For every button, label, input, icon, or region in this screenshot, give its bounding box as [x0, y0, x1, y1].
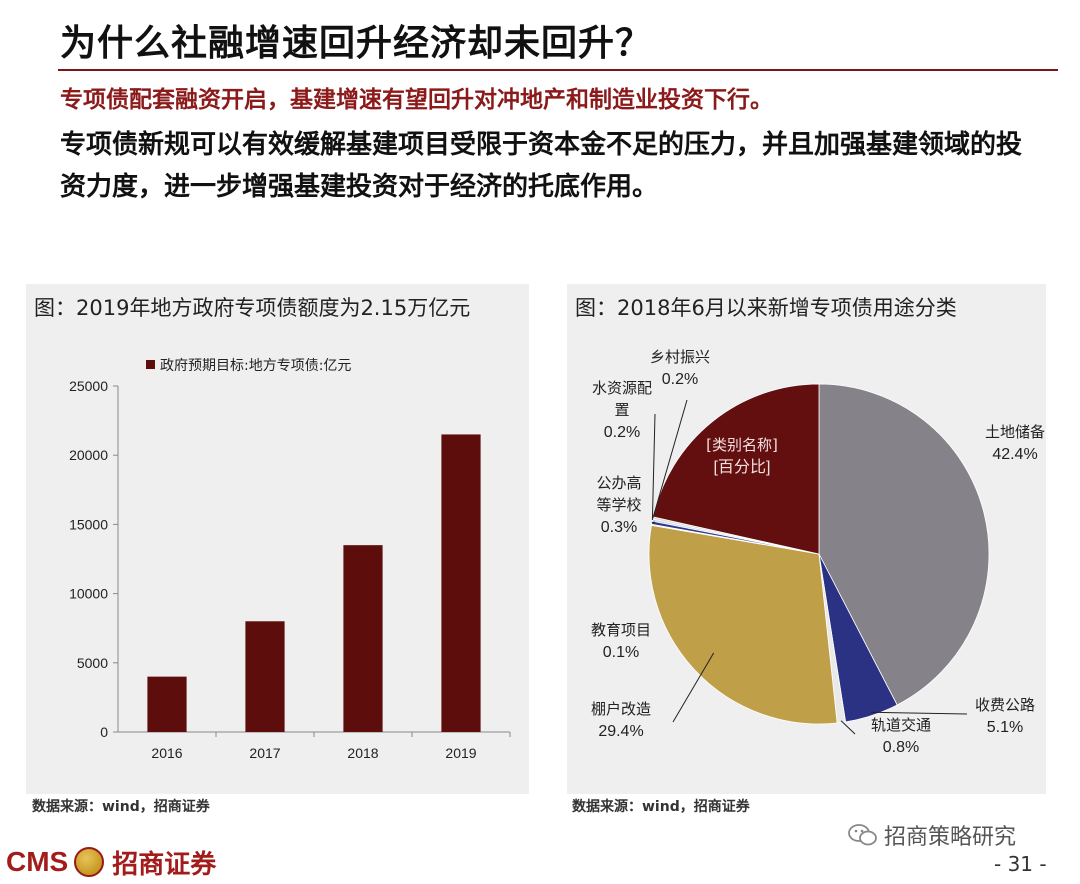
page-title: 为什么社融增速回升经济却未回升？: [60, 22, 653, 64]
company-logo: CMS 招商证券: [6, 844, 216, 880]
x-tick-label: 2019: [445, 745, 476, 761]
pie-chart-source: 数据来源：wind，招商证券: [572, 799, 750, 815]
slice-percent-label: 42.4%: [992, 446, 1037, 463]
leader-line: [840, 720, 856, 735]
logo-cn-text: 招商证券: [112, 849, 217, 880]
slice-name-label: 公办高: [596, 474, 641, 492]
slice-name-label: 土地储备: [985, 423, 1045, 441]
pie-label-4: 教育项目 0.1%: [591, 621, 651, 661]
bar-2019: [441, 434, 481, 732]
pie-label-2: 轨道交通 0.8%: [871, 716, 931, 756]
y-tick-label: 20000: [69, 447, 108, 463]
pie-label-3: 棚户改造 29.4%: [591, 700, 651, 740]
leader-line: [652, 399, 688, 519]
slice-name-label: 水资源配: [592, 379, 652, 397]
bar-chart-title: 图：2019年地方政府专项债额度为2.15万亿元: [34, 296, 471, 320]
bar-2018: [343, 545, 383, 732]
title-divider: [58, 69, 1058, 71]
leader-line: [651, 413, 656, 521]
slice-name-label: 教育项目: [591, 621, 651, 639]
slice-percent-label: 0.2%: [662, 371, 698, 388]
slice-percent-label: 0.1%: [603, 644, 639, 661]
slice-name-label: 置: [614, 401, 629, 419]
page-subtitle: 专项债配套融资开启，基建增速有望回升对冲地产和制造业投资下行。: [60, 87, 773, 113]
wechat-icon: [848, 824, 877, 846]
slice-percent-label: [百分比]: [714, 458, 771, 476]
leader-line: [651, 521, 656, 524]
pie-label-0: 土地储备 42.4%: [985, 423, 1045, 463]
body-paragraph: 专项债新规可以有效缓解基建项目受限于资本金不足的压力，并且加强基建领域的投资力度…: [60, 130, 1023, 202]
slice-name-label: 乡村振兴: [650, 348, 710, 366]
pie-slice-3: [648, 524, 838, 725]
pie-chart: 土地储备 42.4% 收费公路 5.1% 轨道交通 0.8% 棚户改造 29.4% 教育项目 0.…: [591, 348, 1045, 756]
y-tick-label: 5000: [77, 655, 108, 671]
slice-percent-label: 0.2%: [604, 424, 640, 441]
slice-percent-label: 29.4%: [598, 723, 643, 740]
leader-line: [870, 711, 968, 715]
legend-label: 政府预期目标:地方专项债:亿元: [160, 358, 351, 374]
wechat-account-name: 招商策略研究: [884, 825, 1017, 850]
x-tick-label: 2017: [249, 745, 280, 761]
slice-name-label: 收费公路: [975, 696, 1035, 714]
pie-chart-title: 图：2018年6月以来新增专项债用途分类: [575, 296, 957, 320]
wechat-watermark: 招商策略研究: [848, 818, 1016, 852]
slice-percent-label: 0.3%: [601, 519, 637, 536]
y-tick-label: 15000: [69, 516, 108, 532]
x-tick-label: 2016: [151, 745, 182, 761]
x-tick-label: 2018: [347, 745, 378, 761]
slice-name-label: 等学校: [596, 496, 641, 514]
pie-label-8: [类别名称] [百分比]: [706, 436, 778, 476]
bar-2016: [147, 676, 187, 732]
pie-label-7: 乡村振兴 0.2%: [650, 348, 710, 388]
slice-name-label: 轨道交通: [871, 716, 931, 734]
bar-chart: 0 5000 10000 15000 20000 25000 2016 2017 2018 201…: [69, 358, 511, 761]
slice-name-label: 棚户改造: [591, 700, 651, 718]
page-number: - 31 -: [994, 852, 1047, 876]
bar-2017: [245, 621, 285, 732]
y-tick-label: 25000: [69, 378, 108, 394]
pie-label-1: 收费公路 5.1%: [975, 696, 1035, 736]
y-tick-label: 0: [100, 724, 108, 740]
logo-cms-text: CMS: [6, 846, 69, 877]
pie-chart-panel: 图：2018年6月以来新增专项债用途分类 土地储备 42.4% 收费公路 5.1% 轨道…: [567, 284, 1046, 794]
y-tick-label: 10000: [69, 586, 108, 602]
bar-chart-panel: 图：2019年地方政府专项债额度为2.15万亿元 0 5000 10000 15000…: [26, 284, 529, 794]
slice-percent-label: 0.8%: [883, 739, 919, 756]
legend-swatch: [146, 360, 155, 369]
slice-name-label: [类别名称]: [706, 436, 778, 454]
bar-chart-source: 数据来源：wind，招商证券: [32, 799, 210, 815]
leader-line: [672, 652, 715, 723]
pie-slice-0: [818, 383, 990, 706]
logo-emblem-icon: [74, 847, 105, 877]
slice-percent-label: 5.1%: [987, 719, 1023, 736]
